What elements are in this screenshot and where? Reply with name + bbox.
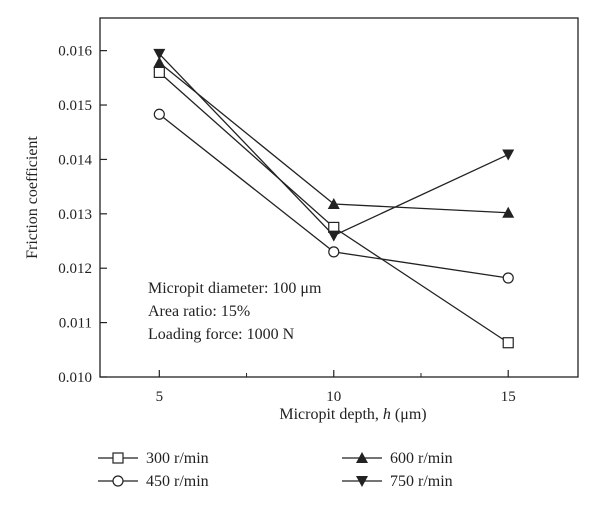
- y-tick-label: 0.016: [58, 44, 92, 60]
- x-tick-label: 15: [501, 389, 516, 405]
- data-point: [153, 108, 165, 120]
- annotation-text: Loading force: 1000 N: [148, 326, 295, 343]
- y-tick-label: 0.012: [58, 261, 92, 277]
- legend-item: 300 r/min: [98, 450, 209, 467]
- series-points-2: [153, 56, 515, 218]
- x-axis-label-prefix: Micropit depth,: [279, 406, 383, 423]
- x-tick-label: 10: [326, 389, 341, 405]
- legend-marker: [356, 476, 368, 487]
- series-points-3: [153, 48, 515, 242]
- y-axis-label: Friction coefficient: [24, 136, 41, 259]
- data-point: [327, 198, 340, 210]
- data-point: [502, 206, 515, 218]
- series-points-1: [153, 108, 514, 284]
- legend-item: 750 r/min: [342, 473, 453, 490]
- y-tick-label: 0.015: [58, 98, 92, 114]
- annotation-text: Area ratio: 15%: [148, 303, 250, 320]
- data-point: [328, 246, 340, 258]
- x-axis-label: Micropit depth, h (μm): [279, 406, 426, 423]
- data-point: [153, 48, 166, 60]
- y-tick-label: 0.010: [58, 370, 92, 386]
- y-tick-label: 0.013: [58, 207, 92, 223]
- data-point: [153, 56, 166, 68]
- x-axis-label-unit: (μm): [391, 406, 427, 423]
- annotation-text: Micropit diameter: 100 μm: [148, 280, 322, 297]
- plot-frame: [99, 17, 579, 378]
- data-point: [502, 272, 514, 284]
- y-tick-label: 0.011: [59, 316, 92, 332]
- legend-item: 450 r/min: [98, 473, 209, 490]
- data-point: [502, 337, 514, 349]
- legend-marker: [112, 475, 124, 487]
- data-point: [327, 230, 340, 242]
- x-tick-label: 5: [156, 389, 164, 405]
- legend-label: 600 r/min: [390, 450, 453, 467]
- legend-label: 450 r/min: [146, 473, 209, 490]
- legend-marker: [112, 452, 124, 464]
- data-point: [153, 66, 165, 78]
- series-line: [158, 62, 509, 214]
- legend: 300 r/min 450 r/min 600 r/min 750 r/min: [98, 450, 453, 490]
- legend-item: 600 r/min: [342, 450, 453, 467]
- y-tick-label: 0.014: [58, 152, 92, 168]
- legend-marker: [356, 452, 368, 463]
- legend-label: 750 r/min: [390, 473, 453, 490]
- x-axis-label-variable: h: [383, 406, 391, 423]
- data-point: [502, 149, 515, 161]
- series-2: [158, 62, 509, 214]
- legend-label: 300 r/min: [146, 450, 209, 467]
